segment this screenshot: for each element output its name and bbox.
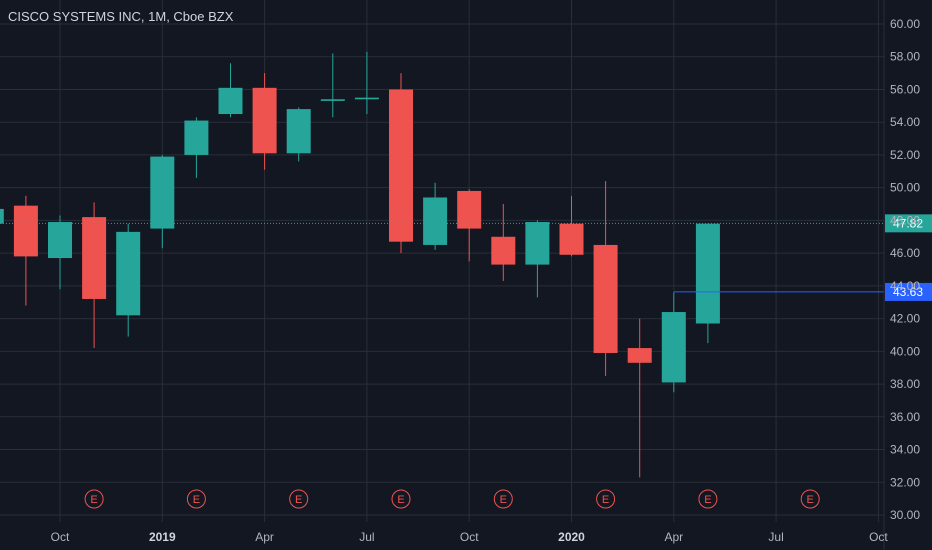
- y-tick-label: 54.00: [890, 115, 920, 129]
- earnings-marker: [493, 489, 513, 509]
- candle-body: [423, 197, 448, 245]
- earnings-marker-label: E: [193, 494, 200, 506]
- candle-body: [695, 223, 720, 324]
- horizontal-gridlines: [0, 23, 884, 516]
- last-price-line-group: 47.82: [0, 214, 932, 233]
- candle-body: [320, 99, 345, 101]
- candle-body: [389, 89, 413, 242]
- y-tick-label: 32.00: [890, 475, 920, 489]
- last-price-label: 47.82: [893, 216, 923, 230]
- y-tick-label: 60.00: [890, 17, 920, 31]
- candles-group: [0, 51, 720, 478]
- earnings-marker: [596, 489, 616, 509]
- earnings-marker-label: E: [397, 494, 404, 506]
- x-tick-label: Apr: [255, 530, 274, 544]
- candle-body: [491, 236, 516, 265]
- candle-body: [457, 190, 482, 229]
- price-axis[interactable]: 60.00 58.00 56.00 54.00 52.00 50.00 48.00 46.00…: [883, 0, 920, 550]
- candle-body: [13, 205, 38, 257]
- earnings-marker: [186, 489, 206, 509]
- candle-body: [218, 87, 243, 115]
- y-tick-label: 46.00: [890, 246, 920, 260]
- reference-price-tag: [885, 282, 932, 301]
- x-tick-label: 2019: [149, 530, 176, 544]
- candle-body: [184, 120, 209, 155]
- candle-body: [559, 223, 584, 255]
- x-tick-label: Apr: [664, 530, 683, 544]
- x-tick-label: Jul: [768, 530, 783, 544]
- earnings-marker: [84, 489, 104, 509]
- candle-body: [48, 222, 72, 259]
- x-tick-label: Oct: [51, 530, 70, 544]
- candle-body: [82, 217, 107, 299]
- y-tick-label: 40.00: [890, 344, 920, 358]
- candle-body: [252, 87, 277, 154]
- y-tick-label: 38.00: [890, 377, 920, 391]
- earnings-marker: [698, 489, 718, 509]
- earnings-marker: [391, 489, 411, 509]
- x-tick-label: 2020: [558, 530, 585, 544]
- reference-line-group: 43.63: [673, 282, 932, 301]
- earnings-marker-label: E: [295, 494, 302, 506]
- y-tick-label: 30.00: [890, 508, 920, 522]
- y-tick-label: 48.00: [890, 213, 920, 227]
- earnings-marker: [289, 489, 309, 509]
- earnings-marker: [800, 489, 820, 509]
- vertical-gridlines: [59, 0, 879, 522]
- y-tick-label: 50.00: [890, 181, 920, 195]
- y-tick-label: 36.00: [890, 410, 920, 424]
- x-tick-label: Oct: [869, 530, 888, 544]
- y-tick-label: 56.00: [890, 82, 920, 96]
- chart-title: CISCO SYSTEMS INC, 1M, Cboe BZX: [8, 9, 234, 24]
- earnings-marker-label: E: [704, 494, 711, 506]
- earnings-marker-label: E: [500, 494, 507, 506]
- time-axis[interactable]: Oct 2019 Apr Jul Oct 2020 Apr Jul Oct: [51, 530, 889, 544]
- candle-body: [354, 97, 379, 100]
- last-price-tag: [885, 214, 932, 233]
- y-tick-label: 34.00: [890, 443, 920, 457]
- candle-body: [525, 222, 550, 265]
- earnings-marker-label: E: [807, 494, 814, 506]
- y-tick-label: 44.00: [890, 279, 920, 293]
- candle-body: [116, 231, 141, 316]
- candle-body: [661, 312, 686, 383]
- candle-body: [627, 348, 652, 363]
- candle-body: [286, 109, 311, 154]
- x-tick-label: Oct: [460, 530, 479, 544]
- y-tick-label: 42.00: [890, 312, 920, 326]
- reference-price-label: 43.63: [893, 285, 923, 299]
- earnings-marker-label: E: [602, 494, 609, 506]
- candle-body: [150, 156, 175, 229]
- y-tick-label: 52.00: [890, 148, 920, 162]
- candle-body: [0, 208, 4, 224]
- earnings-marker-label: E: [90, 494, 97, 506]
- y-tick-label: 58.00: [890, 50, 920, 64]
- candle-body: [593, 244, 618, 353]
- x-tick-label: Jul: [359, 530, 374, 544]
